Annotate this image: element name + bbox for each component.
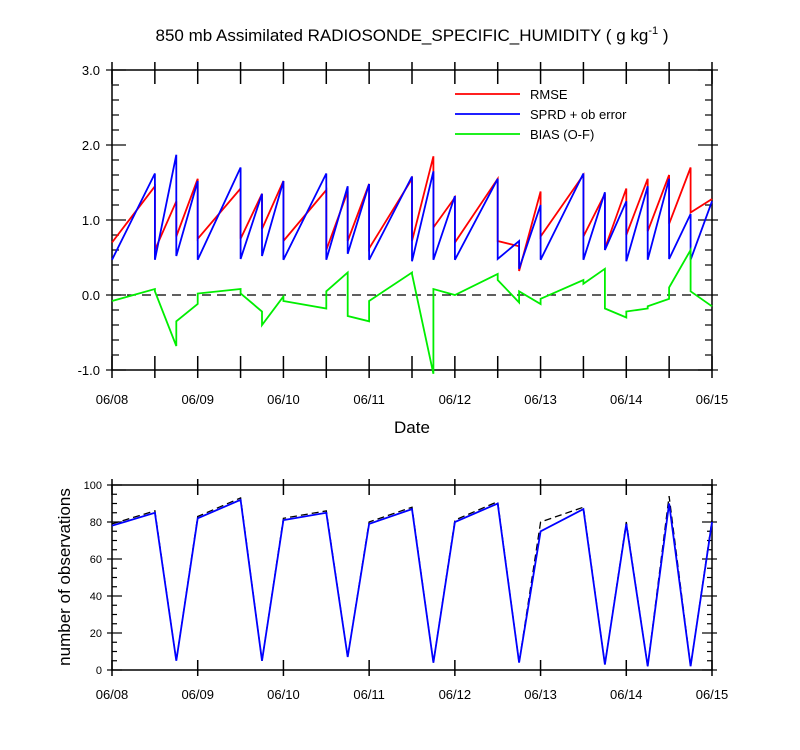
x-tick-label: 06/13 — [524, 392, 557, 407]
observations-used-line — [111, 498, 713, 667]
legend-label-sprd-ob-error: SPRD + ob error — [530, 107, 627, 122]
x-tick-label: 06/11 — [353, 392, 385, 407]
y-tick-label: 100 — [84, 480, 102, 492]
x-tick-label: 06/08 — [96, 687, 129, 702]
y-tick-label: -1.0 — [78, 363, 100, 378]
top-panel: -1.00.01.02.03.0 06/08 06/09 06/10 06/11 06/… — [78, 62, 729, 437]
x-tick-label: 06/10 — [267, 392, 300, 407]
top-series — [111, 154, 713, 374]
title-end: ) — [658, 26, 668, 45]
legend-label-rmse: RMSE — [530, 87, 568, 102]
x-tick-label: 06/15 — [696, 392, 729, 407]
y-tick-label: 0.0 — [82, 288, 100, 303]
y-tick-label: 20 — [90, 628, 102, 640]
y-tick-label: 1.0 — [82, 213, 100, 228]
x-tick-label: 06/09 — [181, 392, 214, 407]
y-tick-label: 0 — [96, 665, 102, 677]
observations-possible-line — [111, 496, 713, 667]
bottom-x-tick-labels: 06/08 06/09 06/10 06/11 06/12 06/13 06/14 06/15 — [96, 687, 729, 702]
x-tick-label: 06/13 — [524, 687, 557, 702]
series-line-bias-o-f — [111, 246, 713, 374]
x-tick-label: 06/12 — [439, 392, 472, 407]
x-tick-label: 06/09 — [181, 687, 214, 702]
legend: RMSE SPRD + ob error BIAS (O-F) — [455, 87, 627, 142]
x-tick-label: 06/08 — [96, 392, 129, 407]
series-line-sprd-ob-error — [111, 154, 713, 270]
bottom-ticks — [107, 479, 717, 676]
y-tick-label: 60 — [90, 554, 102, 566]
y-axis-label-observations: number of observations — [55, 488, 74, 666]
y-tick-label: 80 — [90, 517, 102, 529]
x-tick-label: 06/11 — [353, 687, 385, 702]
x-tick-label: 06/10 — [267, 687, 300, 702]
bottom-series — [111, 496, 713, 667]
title-superscript: -1 — [648, 25, 658, 37]
chart-title: 850 mb Assimilated RADIOSONDE_SPECIFIC_H… — [156, 25, 669, 45]
legend-label-bias-o-f: BIAS (O-F) — [530, 127, 594, 142]
top-ticks — [106, 62, 718, 378]
title-main: 850 mb Assimilated RADIOSONDE_SPECIFIC_H… — [156, 26, 649, 45]
y-tick-label: 3.0 — [82, 63, 100, 78]
x-tick-label: 06/15 — [696, 687, 729, 702]
x-tick-label: 06/14 — [610, 392, 643, 407]
x-tick-label: 06/12 — [439, 687, 472, 702]
bottom-y-tick-labels: 0 20 40 60 80 100 — [84, 480, 102, 677]
top-x-tick-labels: 06/08 06/09 06/10 06/11 06/12 06/13 06/14 06/15 — [96, 392, 729, 407]
x-axis-label: Date — [394, 418, 430, 437]
y-tick-label: 2.0 — [82, 138, 100, 153]
top-y-tick-labels: -1.0 0.0 1.0 2.0 3.0 — [78, 63, 100, 378]
y-tick-label: 40 — [90, 591, 102, 603]
x-tick-label: 06/14 — [610, 687, 643, 702]
